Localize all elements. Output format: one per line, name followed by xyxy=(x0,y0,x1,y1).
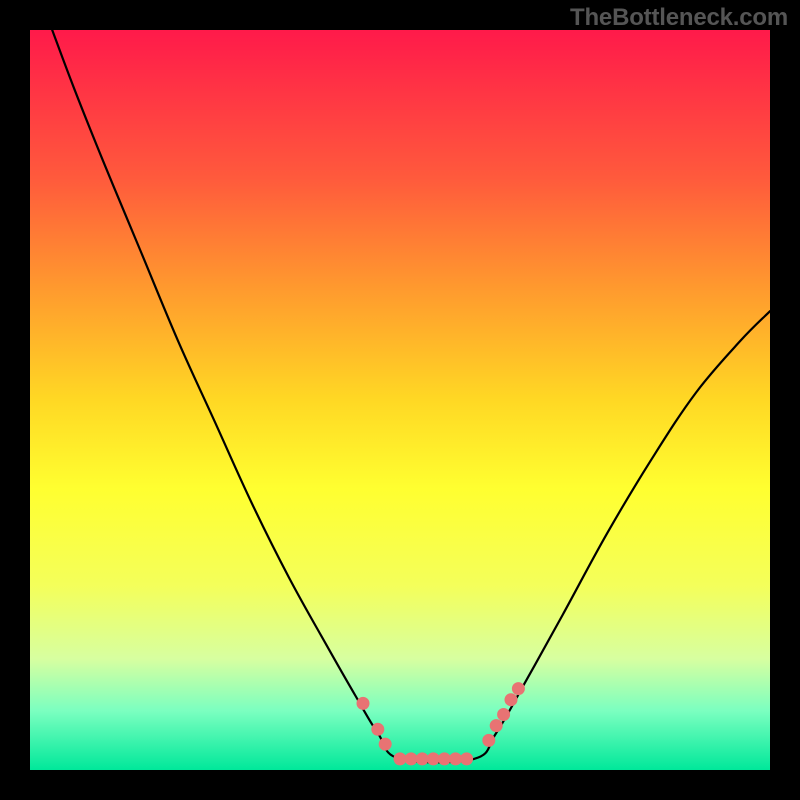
chart-container: TheBottleneck.com xyxy=(0,0,800,800)
data-marker xyxy=(405,753,417,765)
data-marker xyxy=(357,697,369,709)
watermark-text: TheBottleneck.com xyxy=(570,4,788,32)
data-marker xyxy=(490,720,502,732)
data-marker xyxy=(461,753,473,765)
data-marker xyxy=(438,753,450,765)
bottleneck-curve-chart xyxy=(0,0,800,800)
data-marker xyxy=(512,683,524,695)
data-marker xyxy=(505,694,517,706)
data-marker xyxy=(427,753,439,765)
data-marker xyxy=(379,738,391,750)
plot-area xyxy=(30,30,770,770)
data-marker xyxy=(372,723,384,735)
data-marker xyxy=(483,734,495,746)
data-marker xyxy=(450,753,462,765)
data-marker xyxy=(394,753,406,765)
data-marker xyxy=(498,709,510,721)
data-marker xyxy=(416,753,428,765)
